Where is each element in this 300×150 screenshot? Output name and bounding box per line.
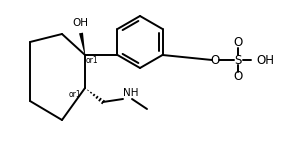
Text: NH: NH (123, 88, 139, 98)
Text: S: S (234, 54, 242, 66)
Text: OH: OH (256, 54, 274, 66)
Text: or1: or1 (86, 56, 99, 65)
Text: or1: or1 (69, 90, 82, 99)
Text: OH: OH (72, 18, 88, 28)
Text: O: O (233, 70, 243, 84)
Polygon shape (79, 33, 85, 55)
Text: O: O (210, 54, 220, 66)
Text: O: O (233, 36, 243, 50)
